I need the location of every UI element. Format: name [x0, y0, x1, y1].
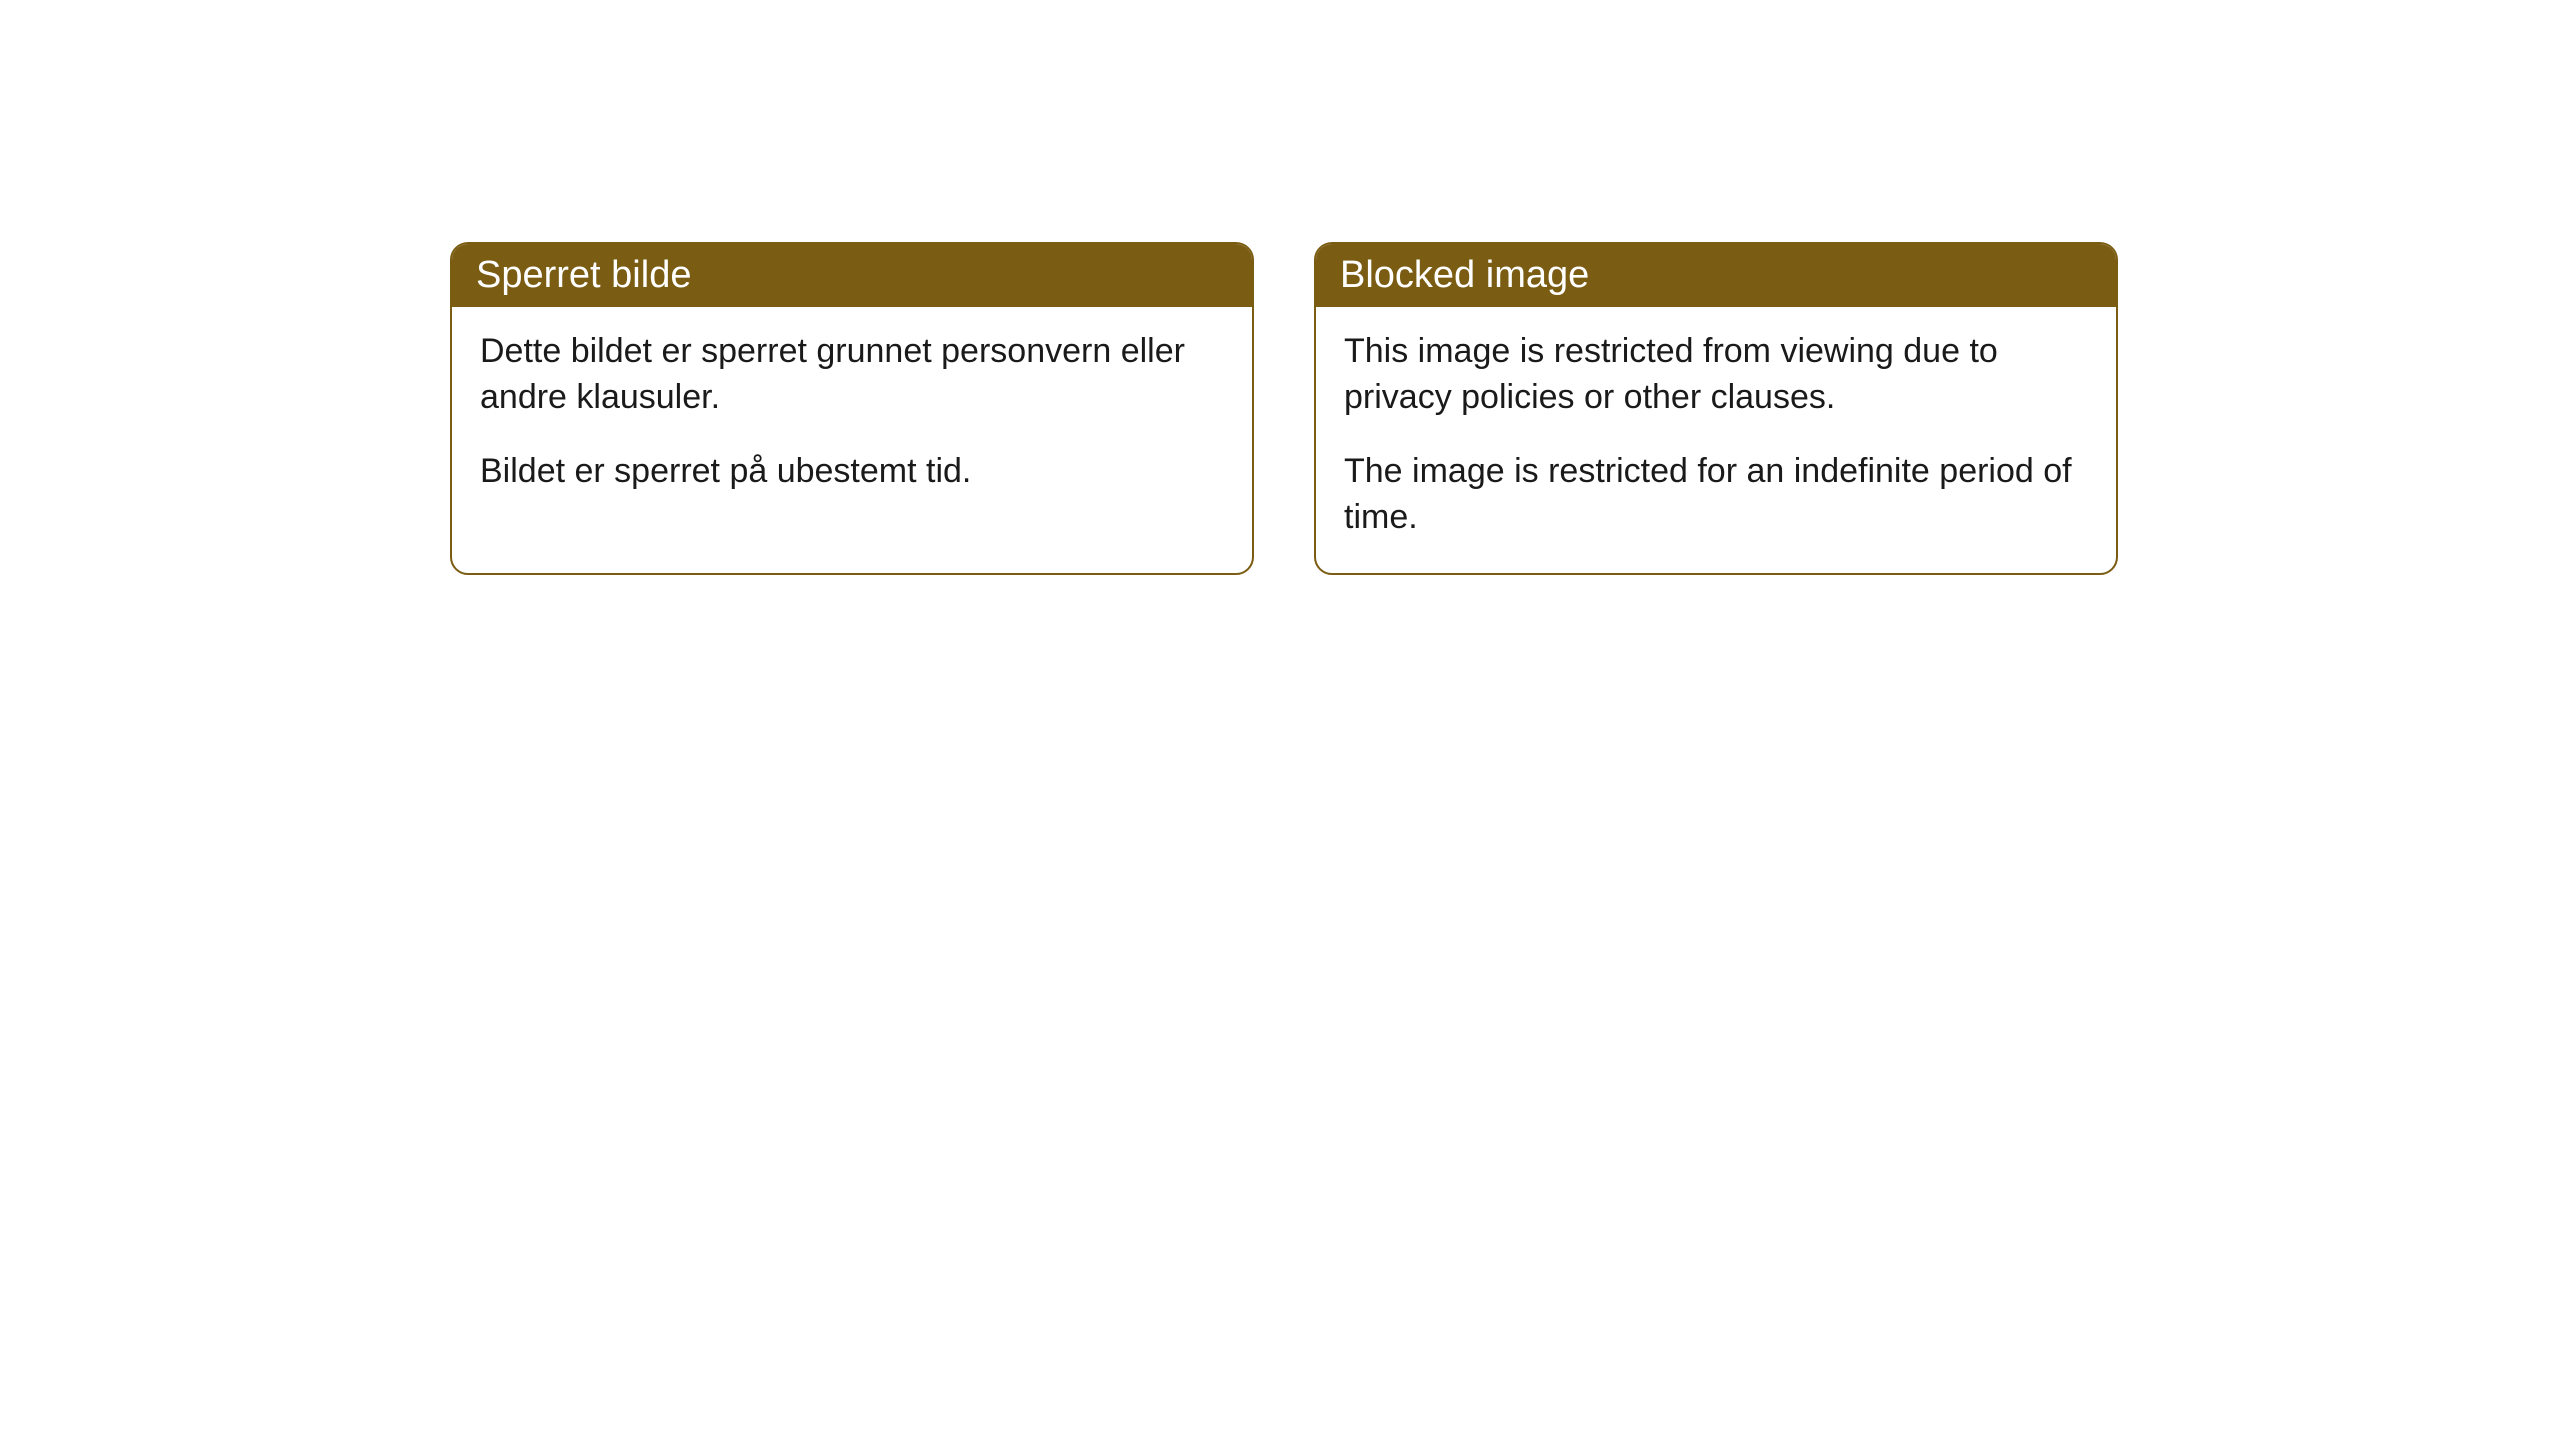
card-body-norwegian: Dette bildet er sperret grunnet personve…	[452, 307, 1252, 527]
card-body-english: This image is restricted from viewing du…	[1316, 307, 2116, 573]
card-paragraph-2: Bildet er sperret på ubestemt tid.	[480, 449, 1224, 495]
card-paragraph-1: Dette bildet er sperret grunnet personve…	[480, 329, 1224, 421]
card-paragraph-1: This image is restricted from viewing du…	[1344, 329, 2088, 421]
blocked-image-card-norwegian: Sperret bilde Dette bildet er sperret gr…	[450, 242, 1254, 575]
notice-cards-container: Sperret bilde Dette bildet er sperret gr…	[0, 0, 2560, 575]
card-header-norwegian: Sperret bilde	[452, 244, 1252, 307]
card-paragraph-2: The image is restricted for an indefinit…	[1344, 449, 2088, 541]
blocked-image-card-english: Blocked image This image is restricted f…	[1314, 242, 2118, 575]
card-header-english: Blocked image	[1316, 244, 2116, 307]
